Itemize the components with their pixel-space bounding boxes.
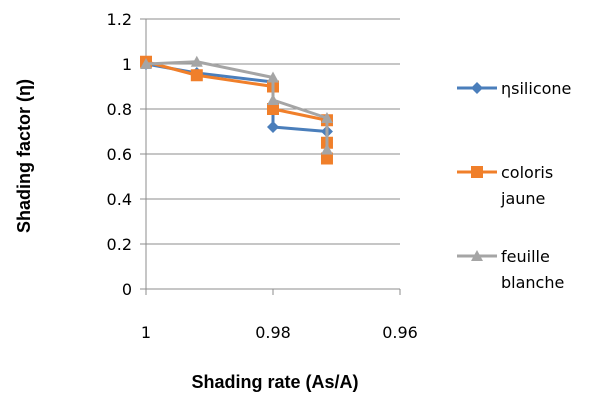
y-axis-title: Shading factor (η): [14, 79, 34, 233]
data-point: [140, 58, 152, 69]
axes: [140, 18, 401, 295]
legend-item: ηsilicone: [457, 79, 571, 98]
y-tick-labels: 0 0.2 0.4 0.6 0.8 1 1.2: [107, 10, 132, 299]
x-tick-labels: 1 0.98 0.96: [141, 323, 418, 342]
legend-item: coloris jaune: [457, 163, 553, 208]
data-point: [320, 143, 333, 155]
legend-label: feuille: [501, 247, 550, 266]
y-tick-label: 0: [122, 280, 132, 299]
data-point: [320, 112, 333, 123]
legend-marker: [471, 166, 483, 178]
data-series: [140, 55, 333, 165]
data-point: [190, 55, 203, 67]
data-point: [267, 94, 279, 105]
data-point: [267, 121, 279, 133]
legend-marker: [471, 82, 483, 94]
y-tick-label: 1.2: [107, 10, 132, 29]
x-tick-label: 0.96: [382, 323, 418, 342]
x-tick-label: 1: [141, 323, 151, 342]
data-point: [267, 71, 279, 83]
legend-label: coloris: [501, 163, 553, 182]
legend-marker: [471, 250, 483, 261]
data-point: [320, 152, 333, 165]
legend-label: ηsilicone: [501, 79, 571, 98]
y-tick-label: 0.4: [107, 190, 132, 209]
series-3: [140, 55, 333, 155]
legend-label: jaune: [500, 189, 545, 208]
data-point: [190, 69, 203, 82]
x-tick-label: 0.98: [255, 323, 291, 342]
x-axis-title: Shading rate (As/A): [191, 372, 358, 392]
legend-label: blanche: [501, 273, 564, 292]
y-tick-label: 1: [122, 55, 132, 74]
y-tick-label: 0.8: [107, 100, 132, 119]
legend-item: feuille blanche: [457, 247, 564, 292]
legend: ηsilicone coloris jaune feuille blanche: [457, 79, 571, 292]
y-tick-label: 0.2: [107, 235, 132, 254]
y-tick-label: 0.6: [107, 145, 132, 164]
series-line: [145, 60, 329, 150]
data-point: [267, 103, 279, 115]
gridlines: [146, 18, 400, 245]
